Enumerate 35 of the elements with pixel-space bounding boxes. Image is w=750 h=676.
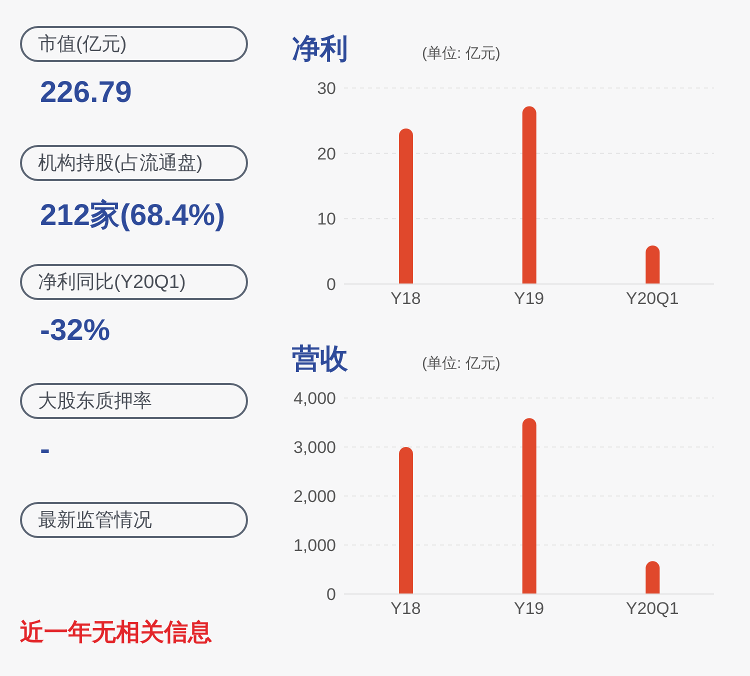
- bar: [522, 418, 536, 594]
- text: 226.79: [39, 76, 133, 110]
- y-tick-label: 0: [326, 275, 336, 294]
- bar: [399, 128, 413, 284]
- x-tick-label: Y20Q1: [626, 289, 679, 308]
- text: 大股东质押率: [20, 383, 248, 419]
- y-tick-label: 4,000: [293, 389, 336, 408]
- x-tick-label: Y20Q1: [626, 599, 679, 618]
- y-tick-label: 2,000: [293, 487, 336, 506]
- text: -32%: [39, 314, 112, 348]
- chart-subtitle: (单位: 亿元): [422, 44, 500, 63]
- bar: [399, 447, 413, 594]
- text: 212家(68.4%): [39, 198, 226, 234]
- x-tick-label: Y19: [514, 289, 544, 308]
- y-tick-label: 20: [317, 144, 336, 164]
- y-tick-label: 0: [326, 585, 336, 604]
- text: 最新监管情况: [20, 502, 248, 538]
- x-tick-label: Y18: [390, 599, 421, 618]
- y-tick-label: 10: [317, 210, 336, 229]
- text: 机构持股(占流通盘): [20, 145, 248, 181]
- text: 近一年无相关信息: [20, 618, 213, 648]
- x-tick-label: Y19: [514, 599, 544, 618]
- text: 市值(亿元): [20, 26, 248, 62]
- text: 净利同比(Y20Q1): [20, 264, 248, 300]
- chart-title: 营收: [292, 342, 348, 376]
- bar: [646, 561, 660, 594]
- y-tick-label: 30: [317, 79, 336, 98]
- y-tick-label: 1,000: [293, 536, 336, 556]
- y-tick-label: 3,000: [293, 438, 336, 458]
- bar: [522, 106, 536, 284]
- text: -: [39, 433, 51, 467]
- bar: [646, 245, 660, 284]
- chart-title: 净利: [292, 32, 348, 66]
- x-tick-label: Y18: [390, 289, 421, 308]
- chart-subtitle: (单位: 亿元): [422, 354, 500, 373]
